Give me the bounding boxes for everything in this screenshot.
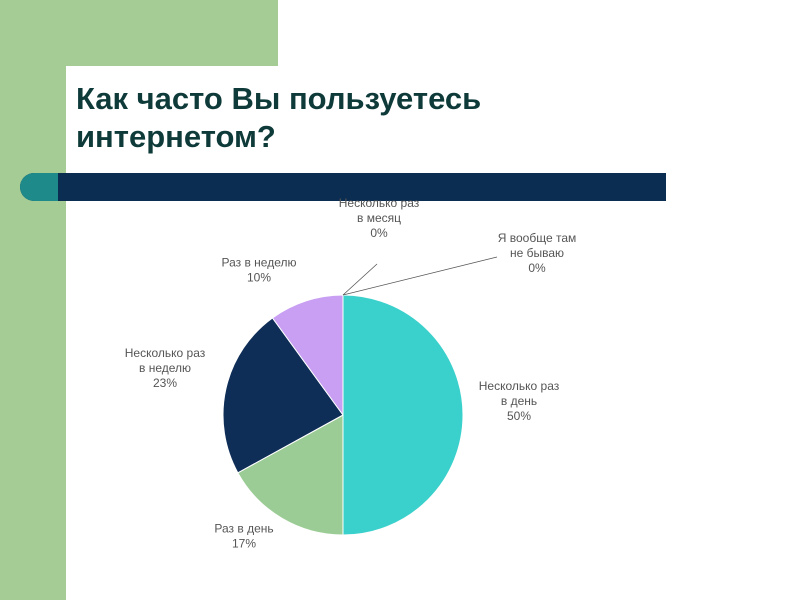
green-side-panel [0, 0, 66, 600]
slice-name: в день [501, 394, 537, 408]
slice-name: Несколько раз [339, 196, 420, 210]
slice-name: в неделю [139, 361, 191, 375]
pie-slice [222, 317, 344, 474]
leader-line [342, 256, 498, 296]
slice-name: Несколько раз [125, 346, 206, 360]
title-underline-bar [20, 173, 666, 201]
slice-percent: 10% [247, 271, 271, 285]
slice-percent: 17% [232, 537, 256, 551]
slice-label: Раз в неделю 10% [221, 256, 296, 285]
slice-percent: 23% [153, 376, 177, 390]
title-line-2: интернетом? [76, 119, 276, 154]
slice-label: Несколько раз в день 50% [479, 379, 560, 423]
slice-percent: 0% [528, 261, 546, 275]
slide-canvas [66, 66, 800, 600]
slice-label: Раз в день 17% [214, 522, 273, 551]
slice-name: Раз в день [214, 522, 273, 536]
slice-name: не бываю [510, 246, 564, 260]
pie-slices [222, 294, 464, 536]
slice-percent: 50% [507, 409, 531, 423]
leader-line [342, 263, 378, 296]
title-underline-bar-cap [20, 173, 58, 201]
slice-name: Я вообще там [498, 231, 577, 245]
slice-name: Несколько раз [479, 379, 560, 393]
pie-slice [237, 414, 344, 536]
green-top-panel [0, 0, 278, 66]
slice-label: Несколько раз в месяц 0% [339, 196, 420, 240]
slice-name: Раз в неделю [221, 256, 296, 270]
label-leader-lines [342, 256, 498, 296]
pie-slice [342, 294, 464, 536]
slice-name: в месяц [357, 211, 401, 225]
slice-label: Я вообще там не бываю 0% [498, 231, 577, 275]
slice-label: Несколько раз в неделю 23% [125, 346, 206, 390]
slide-title: Как часто Вы пользуетесь интернетом? [76, 80, 636, 156]
title-line-1: Как часто Вы пользуетесь [76, 81, 482, 116]
pie-slice [271, 294, 344, 417]
slice-labels: Несколько раз в день 50%Раз в день 17%Неско… [125, 196, 577, 551]
slice-percent: 0% [370, 226, 388, 240]
